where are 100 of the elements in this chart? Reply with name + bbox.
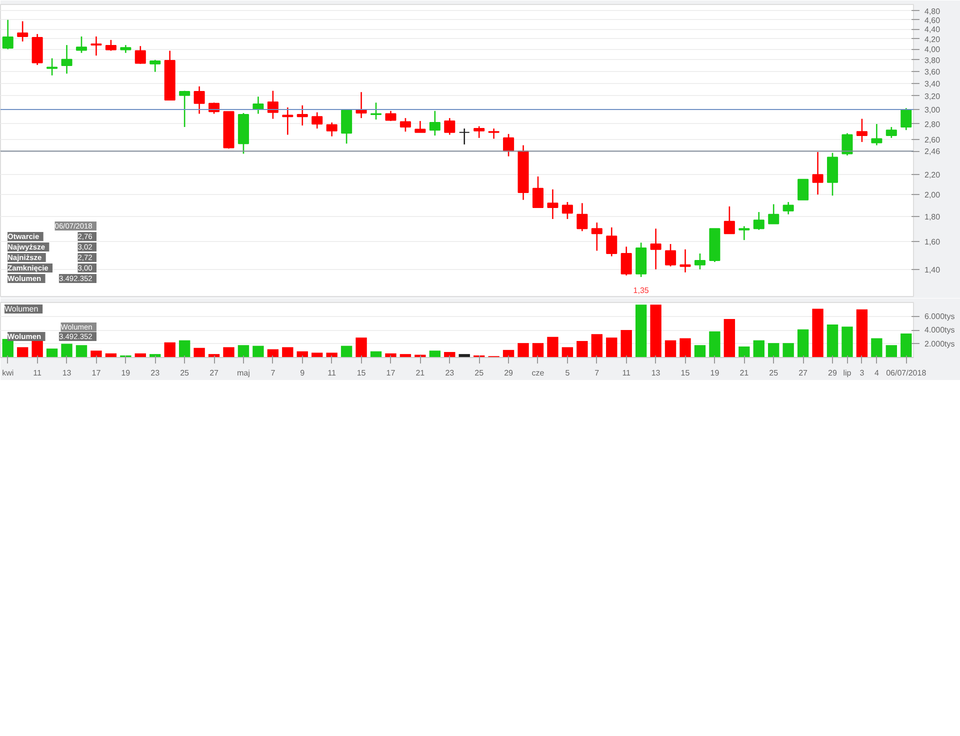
candlestick (458, 128, 470, 146)
x-tick-label: 21 (416, 368, 426, 378)
x-tick-label: cze (532, 368, 545, 378)
x-tick-label: 27 (798, 368, 808, 378)
bar (32, 341, 43, 358)
candlestick (694, 252, 706, 270)
candlestick (76, 36, 87, 54)
y-tick-label: 4.000tys (924, 326, 955, 334)
candlestick (665, 243, 676, 268)
chart-title: Wolumen (4, 304, 38, 314)
candlestick (296, 104, 308, 126)
x-tick-label: 11 (622, 368, 632, 378)
bar (429, 350, 441, 358)
candlestick (856, 118, 868, 143)
bar (753, 340, 764, 358)
y-tick-label: 2.000tys (924, 339, 955, 348)
candlestick (547, 188, 558, 220)
y-tick-label: 2,46 (924, 147, 941, 156)
bar (282, 347, 294, 358)
y-tick-label: 4,60 (924, 16, 941, 25)
candlestick (134, 45, 146, 64)
bar (562, 347, 574, 358)
x-tick-label: 3 (860, 368, 865, 378)
candlestick (474, 126, 485, 139)
bar (782, 343, 794, 358)
candlestick (620, 246, 632, 276)
bar (518, 343, 529, 358)
bar (856, 309, 868, 358)
candlestick (179, 90, 190, 128)
y-tick-label: 2,60 (924, 136, 941, 145)
candlestick (105, 39, 116, 52)
bar (664, 340, 676, 358)
bar (16, 347, 28, 358)
bar (826, 324, 838, 358)
x-tick-label: 11 (33, 368, 42, 378)
x-tick-label: 13 (651, 368, 661, 378)
bar (680, 338, 691, 358)
candlestick (606, 226, 618, 257)
y-tick-label: 3,00 (924, 106, 941, 115)
bar (797, 329, 809, 358)
x-tick-label: 5 (565, 368, 570, 378)
candlestick (768, 204, 780, 224)
x-tick-label: 9 (300, 368, 306, 378)
candlestick (680, 248, 691, 274)
bar (724, 319, 736, 358)
candlestick (2, 19, 14, 50)
candlestick (90, 36, 102, 56)
x-tick-label: lip (843, 368, 852, 378)
x-tick-label: 23 (150, 368, 160, 378)
x-tick-label: 23 (445, 368, 455, 378)
bar (178, 340, 190, 358)
bar (532, 343, 544, 358)
candlestick (414, 120, 426, 134)
candlestick (724, 206, 735, 234)
candlestick (871, 123, 882, 146)
y-tick-label: 4,40 (924, 25, 941, 34)
y-tick-label: 1,40 (924, 265, 941, 274)
y-tick-label: 1,80 (924, 212, 941, 222)
y-tick-label: 2,20 (924, 170, 941, 180)
x-tick-label: 7 (594, 368, 600, 378)
y-tick-label: 4,00 (924, 45, 941, 54)
candlestick (532, 176, 544, 208)
candlestick (650, 228, 662, 270)
candlestick (738, 226, 750, 241)
bar (223, 347, 234, 358)
bar (650, 304, 662, 358)
candlestick (782, 201, 794, 215)
y-tick-label: 3,20 (924, 92, 941, 101)
bar (768, 343, 780, 358)
candlestick (886, 126, 897, 139)
candlestick (429, 110, 440, 136)
y-tick-label: 2,80 (924, 120, 941, 129)
y-tick-label: 6.000tys (924, 312, 955, 321)
bar (238, 345, 250, 358)
candlestick (17, 20, 28, 42)
candlestick (61, 44, 72, 74)
candlestick (400, 117, 411, 132)
x-tick-label: 13 (62, 368, 72, 378)
x-tick-label: 17 (92, 368, 102, 378)
candlestick (312, 112, 323, 130)
x-tick-label: kwi (2, 368, 14, 378)
candlestick (576, 202, 588, 232)
bar (842, 326, 853, 358)
candlestick (562, 201, 573, 220)
x-tick-label: 25 (474, 368, 484, 378)
x-tick-label: 25 (769, 368, 779, 378)
bar (709, 331, 720, 358)
x-tick-label: 15 (356, 368, 366, 378)
candlestick (46, 58, 58, 76)
bar (76, 345, 88, 358)
bar (61, 344, 72, 358)
x-tick-label: 15 (680, 368, 690, 378)
x-tick-label: 29 (828, 368, 838, 378)
x-tick-label: 29 (504, 368, 514, 378)
x-tick-label: 19 (121, 368, 131, 378)
x-tick-label: 4 (874, 368, 880, 378)
y-tick-label: 3,80 (924, 56, 941, 65)
x-tick-label: 25 (180, 368, 190, 378)
bar (606, 338, 618, 358)
bar (340, 346, 352, 358)
